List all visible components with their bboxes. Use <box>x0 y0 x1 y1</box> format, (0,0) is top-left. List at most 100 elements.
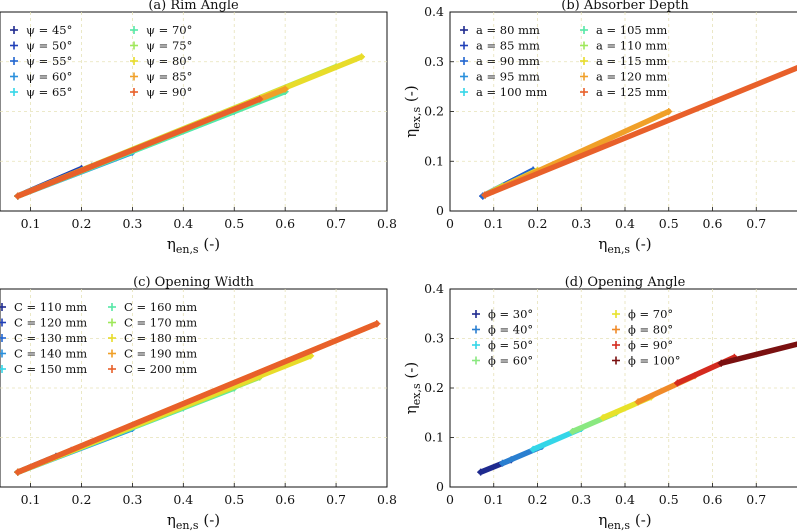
legend-label: ψ = 65° <box>26 85 72 99</box>
legend-label: C = 180 mm <box>124 331 197 345</box>
legend-item: C = 190 mm <box>108 347 197 361</box>
legend-item: C = 160 mm <box>108 300 197 314</box>
data-layer <box>479 64 797 200</box>
y-tick-label: 0.3 <box>424 331 444 346</box>
legend-item: C = 120 mm <box>0 316 87 330</box>
legend-label: C = 150 mm <box>14 362 87 376</box>
x-tick-label: 0.3 <box>122 492 142 507</box>
legend-label: a = 100 mm <box>476 85 547 99</box>
data-point <box>599 414 607 422</box>
data-point <box>665 108 673 115</box>
chart-title: (a) Rim Angle <box>148 0 239 13</box>
legend-item: a = 125 mm <box>580 85 667 99</box>
legend-item: ψ = 90° <box>130 85 192 99</box>
y-tick-label: 0 <box>436 203 444 218</box>
legend-label: ψ = 60° <box>26 70 72 84</box>
legend-label: ϕ = 90° <box>628 338 673 352</box>
panel-a: 0.1 0.2 0.3 0.4 0.5 0.6 0.7 0.8 (a) Rim Angle ηen… <box>0 0 397 256</box>
legend-item: ϕ = 70° <box>612 307 673 321</box>
legend-item: ψ = 85° <box>130 70 192 84</box>
x-tick-label: 0.6 <box>703 216 723 231</box>
legend-item: C = 170 mm <box>108 316 197 330</box>
series-a-9-trace <box>15 96 263 199</box>
x-axis-label: ηen,s (-) <box>167 511 220 532</box>
legend-item: ψ = 80° <box>130 54 192 68</box>
x-axis-label: ηen,s (-) <box>167 235 220 256</box>
x-tick-label: 0.4 <box>173 216 193 231</box>
legend-label: ψ = 75° <box>146 39 192 53</box>
legend-item: ψ = 60° <box>10 70 72 84</box>
y-tick-label: 0.1 <box>424 430 444 445</box>
legend-label: C = 130 mm <box>14 331 87 345</box>
legend-label: a = 120 mm <box>596 70 667 84</box>
series-c-9-trace <box>15 320 380 475</box>
legend-label: ψ = 90° <box>146 85 192 99</box>
chart-title: (b) Absorber Depth <box>561 0 689 13</box>
data-point <box>373 320 381 328</box>
data-point <box>481 191 489 199</box>
legend-item: ψ = 75° <box>130 39 192 53</box>
x-axis-label: ηen,s (-) <box>598 235 651 256</box>
legend-item: ϕ = 40° <box>472 323 533 337</box>
legend-item: ϕ = 30° <box>472 307 533 321</box>
legend-label: C = 160 mm <box>124 300 197 314</box>
legend-label: a = 85 mm <box>476 39 540 53</box>
x-tick-label: 0.1 <box>21 216 41 231</box>
x-tick-label: 0.7 <box>746 216 766 231</box>
x-tick-label: 0 <box>446 492 454 507</box>
chart-title: (d) Opening Angle <box>565 275 686 290</box>
series-d-7-trace <box>718 341 797 366</box>
data-point <box>14 468 22 476</box>
y-tick-label: 0.4 <box>424 281 444 296</box>
legend-item: ϕ = 100° <box>612 354 681 368</box>
legend-item: C = 150 mm <box>0 362 87 376</box>
legend-item: C = 110 mm <box>0 300 87 314</box>
legend-item: a = 95 mm <box>460 70 540 84</box>
legend-item: a = 80 mm <box>460 23 540 37</box>
legend-item: C = 140 mm <box>0 347 87 361</box>
panel-b: 0 0.1 0.2 0.3 0.4 0.5 0.6 0.7 0 0.1 0.2 0.3 0.4 (b) A… <box>402 0 797 256</box>
y-tick-label: 0 <box>436 479 444 494</box>
legend-label: ψ = 70° <box>146 23 192 37</box>
legend-item: a = 115 mm <box>580 54 667 68</box>
legend-label: ϕ = 70° <box>628 307 673 321</box>
x-tick-label: 0.4 <box>615 492 635 507</box>
data-layer <box>477 341 797 476</box>
x-tick-label: 0.5 <box>224 492 244 507</box>
legend-item: C = 180 mm <box>108 331 197 345</box>
x-tick-label: 0.8 <box>377 492 397 507</box>
legend-item: ϕ = 60° <box>472 354 533 368</box>
legend-label: a = 110 mm <box>596 39 667 53</box>
data-point <box>634 398 642 406</box>
x-tick-label: 0.2 <box>72 492 92 507</box>
chart-title: (c) Opening Width <box>133 275 254 290</box>
data-point <box>14 192 22 200</box>
x-tick-label: 0.1 <box>21 492 41 507</box>
data-point <box>499 459 506 467</box>
panel-c: 0.1 0.2 0.3 0.4 0.5 0.6 0.7 0.8 (c) Opening Widt… <box>0 275 397 532</box>
legend-label: ϕ = 80° <box>628 323 673 337</box>
legend-item: ϕ = 80° <box>612 323 673 337</box>
legend-item: a = 110 mm <box>580 39 667 53</box>
y-axis-label: ηex,s (-) <box>402 85 423 137</box>
legend-label: C = 120 mm <box>14 316 87 330</box>
x-tick-label: 0.5 <box>659 492 679 507</box>
x-tick-label: 0.4 <box>615 216 635 231</box>
legend-item: ϕ = 90° <box>612 338 673 352</box>
x-tick-label: 0.1 <box>484 492 504 507</box>
legend-item: ψ = 55° <box>10 54 72 68</box>
x-tick-label: 0.5 <box>224 216 244 231</box>
legend-label: ϕ = 50° <box>488 338 533 352</box>
legend-item: ψ = 65° <box>10 85 72 99</box>
x-tick-label: 0.5 <box>659 216 679 231</box>
x-tick-label: 0.7 <box>746 492 766 507</box>
y-tick-label: 0.2 <box>424 380 444 395</box>
y-axis-label-group: ηex,s (-) <box>402 85 423 137</box>
data-point <box>529 445 537 453</box>
x-tick-label: 0.6 <box>275 492 295 507</box>
y-tick-label: 0.2 <box>424 104 444 119</box>
y-axis-label-group: ηex,s (-) <box>402 362 423 414</box>
legend-item: a = 105 mm <box>580 23 667 37</box>
legend-item: ψ = 45° <box>10 23 72 37</box>
data-point <box>358 53 366 61</box>
